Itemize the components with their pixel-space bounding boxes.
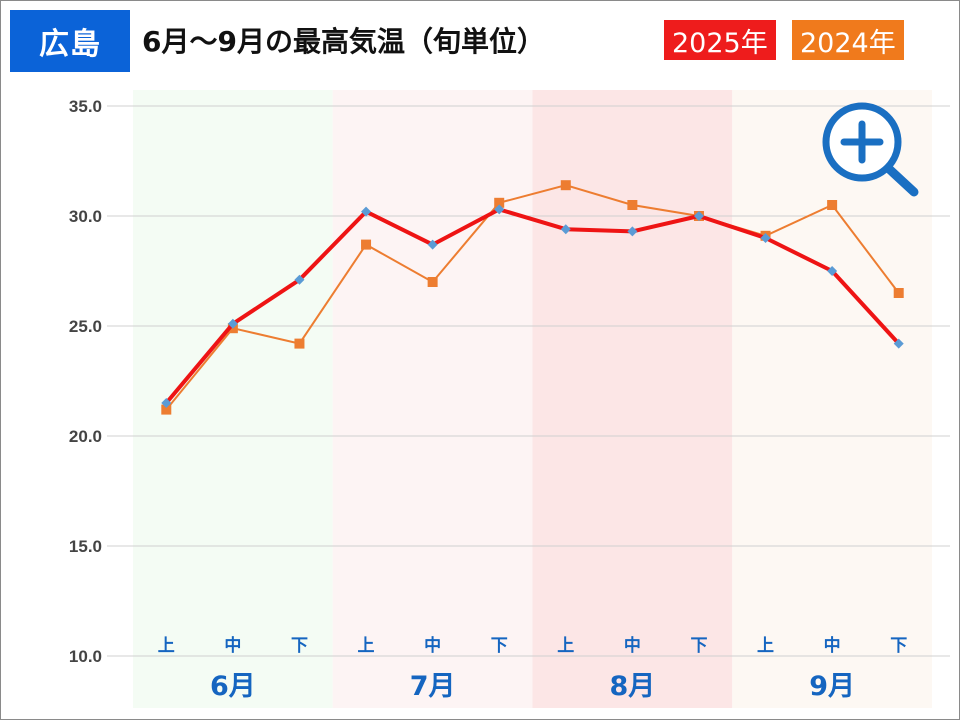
chart-title: 6月～9月の最高気温（旬単位） [142,25,545,58]
dekad-label: 上 [757,636,774,656]
point-2024 [427,277,438,287]
point-2024 [827,200,838,210]
point-2024 [893,288,904,298]
point-2025 [361,206,372,217]
dekad-label: 下 [690,636,707,656]
dekad-label: 上 [358,636,375,656]
x-axis-labels: 上 中 下 上 中 下 上 中 下 上 中 下 6月 7月 8月 9月 [158,635,907,702]
point-2025 [693,211,704,221]
legend-2025: 2025年 [664,20,776,60]
point-2025 [227,318,238,329]
series-layer [161,180,904,415]
month-label: 8月 [609,671,655,702]
location-badge: 広島 [10,10,130,72]
point-2025 [893,338,904,349]
point-2024 [161,404,172,415]
y-tick-label: 25.0 [69,317,102,336]
y-tick-label: 35.0 [69,97,102,116]
zoom-in-icon[interactable] [822,102,919,197]
chart-header: 広島 6月～9月の最高気温（旬単位） 2025年 2024年 [0,0,960,80]
series-line-2024 [165,184,900,411]
legend-2024: 2024年 [792,20,904,60]
month-bands [133,90,932,708]
y-tick-label: 15.0 [69,537,102,556]
y-tick-label: 20.0 [69,427,102,446]
point-2025 [494,204,505,215]
point-2024 [494,197,505,208]
month-label: 6月 [210,671,256,702]
point-2024 [627,200,638,210]
point-2024 [560,180,571,191]
dekad-label: 上 [158,636,175,656]
point-2024 [294,338,305,349]
point-2025 [760,233,771,243]
dekad-label: 上 [557,636,574,656]
point-2025 [294,274,305,285]
month-band-6 [133,90,333,708]
dekad-label: 中 [224,635,241,656]
month-band-9 [732,90,932,708]
month-label: 9月 [809,671,855,702]
dekad-label: 下 [890,636,907,656]
y-axis-ticks: 35.0 30.0 25.0 20.0 15.0 10.0 [69,97,102,666]
y-tick-label: 30.0 [69,207,102,226]
dekad-label: 中 [824,635,841,656]
month-label: 7月 [410,671,456,702]
point-2025 [827,266,838,276]
month-band-8 [532,90,733,708]
month-band-7 [332,90,533,708]
series-line-2025 [164,207,901,405]
point-2025 [161,398,172,408]
dekad-label: 中 [624,635,641,656]
dekad-label: 下 [291,636,308,656]
point-2025 [627,226,638,237]
point-2025 [427,239,438,250]
point-2025 [560,224,571,235]
point-2024 [361,239,372,250]
dekad-label: 下 [491,636,508,656]
dekad-label: 中 [424,635,441,656]
y-tick-label: 10.0 [69,647,102,666]
